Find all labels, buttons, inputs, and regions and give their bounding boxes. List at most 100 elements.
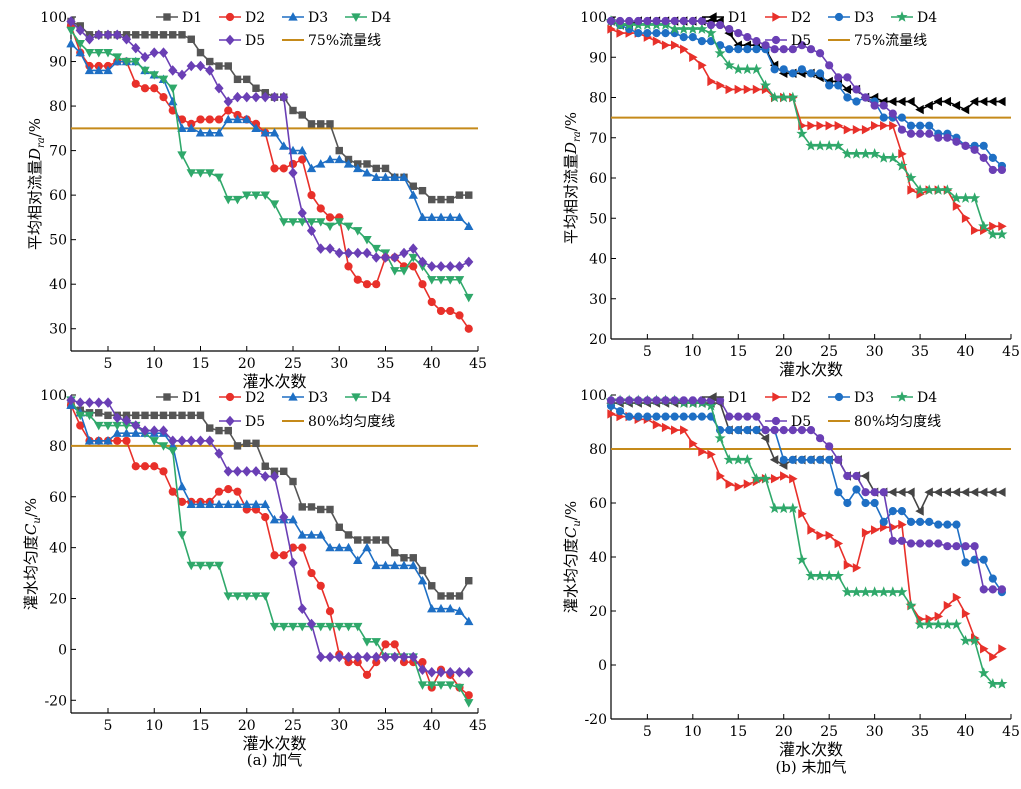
series-line (70, 25, 470, 330)
data-point (270, 551, 279, 560)
data-point (334, 622, 344, 632)
data-point (807, 120, 816, 131)
data-point (652, 419, 662, 430)
data-point (607, 409, 616, 419)
legend-marker (163, 393, 171, 401)
data-point (906, 129, 916, 138)
data-point (615, 396, 625, 405)
data-point (979, 585, 988, 594)
data-point (725, 45, 734, 54)
data-point (252, 84, 260, 92)
y-tick-label: -20 (44, 693, 67, 709)
data-point (661, 40, 671, 50)
data-point (661, 28, 670, 38)
data-point (652, 16, 661, 26)
data-point (251, 91, 261, 103)
x-tick-label: 25 (820, 344, 838, 360)
data-point (103, 65, 113, 75)
y-axis-label-symbol: C (562, 526, 580, 538)
series-line (70, 20, 469, 201)
y-tick-label: 40 (589, 252, 607, 268)
data-point (446, 195, 454, 204)
legend-marker (288, 12, 298, 21)
data-point (205, 115, 214, 124)
y-axis-label: 平均相对流量Dra/% (26, 118, 47, 250)
data-point (734, 482, 744, 492)
data-point (446, 306, 455, 316)
data-point (205, 127, 215, 137)
data-point (606, 16, 616, 26)
y-axis-label-symbol: C (22, 523, 40, 535)
data-point (289, 477, 297, 486)
data-point (716, 80, 725, 91)
data-point (688, 16, 697, 26)
data-point (778, 502, 790, 514)
y-tick-label: 60 (49, 490, 67, 506)
data-point (788, 45, 797, 54)
data-point (897, 125, 907, 134)
data-point (915, 539, 925, 548)
data-point (934, 520, 943, 529)
data-point (878, 586, 890, 597)
data-point (915, 104, 924, 115)
data-point (843, 73, 852, 82)
legend-marker (163, 13, 171, 21)
data-point (298, 503, 306, 511)
data-point (362, 247, 372, 259)
data-point (643, 412, 652, 421)
data-point (252, 439, 260, 448)
data-point (661, 16, 670, 26)
data-point (243, 75, 251, 84)
data-point (224, 485, 233, 494)
data-point (907, 185, 916, 195)
data-point (381, 640, 390, 649)
data-point (344, 531, 353, 539)
data-point (84, 65, 95, 75)
data-point (260, 499, 270, 509)
data-point (670, 412, 679, 421)
data-point (427, 212, 437, 222)
data-point (269, 91, 280, 103)
data-point (66, 394, 76, 406)
data-point (815, 434, 825, 443)
data-point (140, 462, 150, 471)
legend-label: 75%流量线 (308, 33, 381, 49)
data-point (465, 577, 473, 585)
data-point (149, 71, 159, 80)
data-point (288, 218, 298, 227)
data-point (168, 487, 177, 496)
data-point (288, 557, 298, 569)
data-point (233, 75, 242, 84)
data-point (988, 574, 997, 583)
data-point (860, 471, 870, 481)
data-point (932, 618, 944, 630)
data-point (705, 27, 717, 38)
data-point (343, 651, 354, 663)
data-point (770, 65, 779, 74)
data-point (75, 397, 85, 408)
data-point (743, 84, 753, 95)
data-point (934, 539, 943, 548)
data-point (158, 442, 169, 451)
data-point (112, 29, 122, 41)
data-point (769, 502, 781, 514)
y-tick-label: 40 (49, 277, 67, 293)
data-point (454, 276, 465, 285)
data-point (427, 261, 437, 272)
data-point (316, 159, 326, 168)
data-point (788, 455, 797, 464)
data-point (75, 411, 85, 421)
y-axis-label: 灌水均匀度Cu/% (562, 501, 583, 613)
data-point (942, 487, 952, 497)
data-point (150, 411, 158, 420)
data-point (970, 145, 979, 154)
data-point (961, 558, 970, 567)
data-point (84, 435, 95, 445)
data-point (716, 471, 725, 481)
data-point (261, 513, 270, 522)
data-point (66, 16, 76, 27)
y-axis-label-subscript: u (32, 517, 43, 523)
data-point (242, 592, 252, 601)
data-point (150, 84, 159, 93)
data-point (334, 542, 344, 552)
